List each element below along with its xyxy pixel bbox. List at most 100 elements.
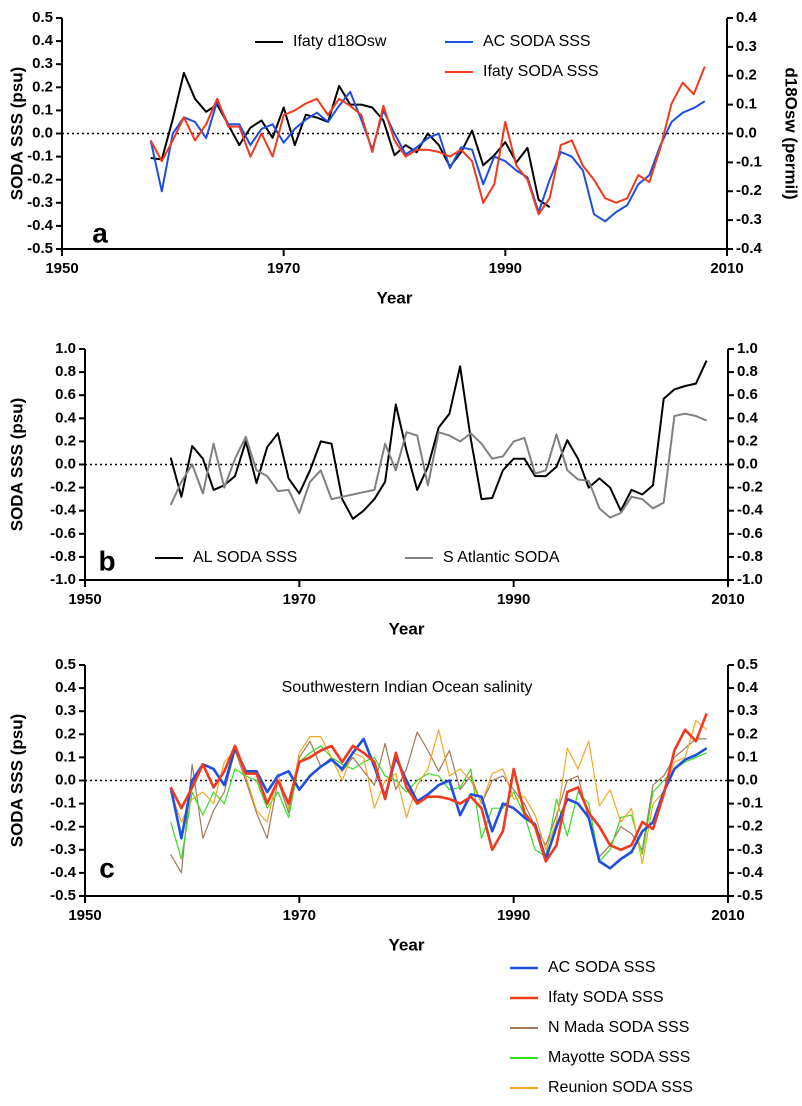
y-tick-label: 0.2 [55, 432, 76, 449]
y-tick-label: 0.3 [32, 55, 53, 72]
x-tick-label: 1970 [283, 907, 316, 924]
x-axis-title: Year [389, 619, 425, 638]
legend-label: Reunion SODA SSS [548, 1079, 693, 1096]
series-line [149, 90, 706, 223]
y-tick-label: -0.3 [27, 194, 53, 211]
x-tick-label: 2010 [711, 907, 744, 924]
y-tick-label: -0.2 [50, 479, 76, 496]
y2-tick-label: 1.0 [737, 340, 758, 357]
series-line [149, 66, 706, 216]
chart-title: Southwestern Indian Ocean salinity [282, 679, 533, 696]
y2-tick-label: 0.1 [737, 748, 758, 765]
y-tick-label: -0.4 [50, 864, 77, 881]
y-tick-label: -0.1 [27, 148, 53, 165]
legend-label: Ifaty SODA SSS [483, 63, 599, 80]
y-tick-label: 0.4 [32, 32, 54, 49]
y2-tick-label: -0.4 [737, 864, 764, 881]
y-tick-label: 0.5 [32, 9, 53, 26]
legend-label: Ifaty d18Osw [293, 33, 387, 50]
y-tick-label: 0.2 [55, 725, 76, 742]
x-tick-label: 2010 [710, 260, 743, 277]
panel-label: b [98, 545, 115, 576]
legend-label: AL SODA SSS [193, 549, 297, 566]
y-tick-label: -1.0 [50, 571, 76, 588]
y-tick-label: -0.3 [50, 841, 76, 858]
y2-tick-label: -0.4 [736, 240, 763, 257]
y-tick-label: 0.4 [55, 409, 77, 426]
y2-tick-label: -0.4 [737, 502, 764, 519]
y-tick-label: 0.1 [32, 101, 53, 118]
y-tick-label: 0.0 [32, 124, 53, 141]
y2-tick-label: 0.0 [737, 771, 758, 788]
x-tick-label: 1970 [267, 260, 300, 277]
legend-label: Mayotte SODA SSS [548, 1049, 690, 1066]
legend-label: N Mada SODA SSS [548, 1019, 689, 1036]
x-tick-label: 1950 [45, 260, 78, 277]
panel-label: c [99, 852, 115, 883]
y-tick-label: 0.8 [55, 363, 76, 380]
y-axis-title: SODA SSS (psu) [7, 67, 26, 201]
y-tick-label: -0.6 [50, 525, 76, 542]
legend-label: AC SODA SSS [483, 33, 591, 50]
x-tick-label: 2010 [711, 591, 744, 608]
y-tick-label: 1.0 [55, 340, 76, 357]
y-axis-title: SODA SSS (psu) [7, 398, 26, 532]
series-line [169, 737, 708, 870]
y2-tick-label: -0.3 [736, 211, 762, 228]
y2-tick-label: -0.3 [737, 841, 763, 858]
y2-tick-label: -0.1 [736, 153, 762, 170]
y-tick-label: -0.1 [50, 795, 76, 812]
y-axis-title: SODA SSS (psu) [7, 714, 26, 848]
y-tick-label: 0.5 [55, 656, 76, 673]
y2-tick-label: -0.2 [736, 182, 762, 199]
y-tick-label: 0.6 [55, 386, 76, 403]
y-tick-label: -0.4 [50, 502, 77, 519]
panel-label: a [92, 217, 108, 248]
x-tick-label: 1950 [68, 907, 101, 924]
x-tick-label: 1990 [497, 907, 530, 924]
series-line [170, 719, 707, 865]
y2-tick-label: -0.8 [737, 548, 763, 565]
y-tick-label: -0.4 [27, 217, 54, 234]
y-tick-label: -0.5 [50, 887, 76, 904]
x-tick-label: 1990 [497, 591, 530, 608]
y2-tick-label: -1.0 [737, 571, 763, 588]
y2-tick-label: 0.8 [737, 363, 758, 380]
y-tick-label: 0.0 [55, 771, 76, 788]
y2-tick-label: -0.5 [737, 887, 763, 904]
y2-tick-label: 0.2 [736, 67, 757, 84]
y2-tick-label: 0.1 [736, 96, 757, 113]
y-tick-label: -0.5 [27, 240, 53, 257]
y2-tick-label: 0.3 [736, 38, 757, 55]
y2-tick-label: 0.3 [737, 702, 758, 719]
y2-tick-label: -0.2 [737, 479, 763, 496]
y2-tick-label: 0.0 [736, 124, 757, 141]
series-line [170, 745, 707, 862]
y2-tick-label: 0.4 [737, 409, 759, 426]
legend-label: Ifaty SODA SSS [548, 989, 664, 1006]
x-axis-title: Year [377, 288, 413, 307]
y2-axis-title: d18Osw (permil) [782, 67, 801, 199]
y-tick-label: -0.8 [50, 548, 76, 565]
legend-label: AC SODA SSS [548, 959, 656, 976]
y-tick-label: 0.2 [32, 78, 53, 95]
y2-tick-label: 0.4 [736, 9, 758, 26]
y-tick-label: 0.1 [55, 748, 76, 765]
y2-tick-label: 0.2 [737, 432, 758, 449]
y2-tick-label: -0.6 [737, 525, 763, 542]
series-line [169, 360, 708, 520]
x-tick-label: 1970 [283, 591, 316, 608]
legend-label: S Atlantic SODA [443, 549, 560, 566]
y2-tick-label: -0.2 [737, 818, 763, 835]
y2-tick-label: 0.6 [737, 386, 758, 403]
y2-tick-label: -0.1 [737, 795, 763, 812]
series-line [170, 731, 707, 874]
y-tick-label: 0.0 [55, 455, 76, 472]
y2-tick-label: 0.2 [737, 725, 758, 742]
y-tick-label: 0.3 [55, 702, 76, 719]
x-tick-label: 1950 [68, 591, 101, 608]
y-tick-label: 0.4 [55, 679, 77, 696]
x-axis-title: Year [389, 935, 425, 954]
